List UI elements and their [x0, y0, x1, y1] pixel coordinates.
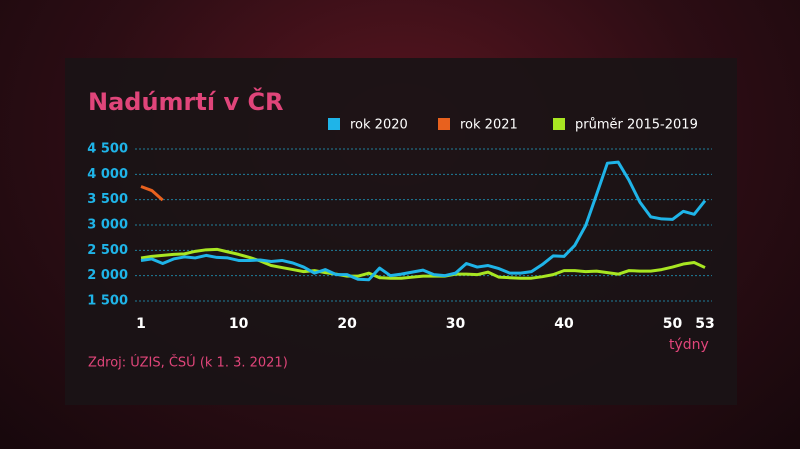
x-tick-label: 1 — [136, 316, 146, 332]
y-tick-label: 1 500 — [87, 294, 128, 309]
series-line — [140, 247, 706, 280]
y-tick-label: 4 000 — [87, 167, 128, 182]
x-tick-label: 10 — [229, 316, 249, 332]
y-tick-label: 2 000 — [87, 268, 128, 283]
x-tick-label: 50 — [663, 316, 683, 332]
legend-swatch — [438, 118, 450, 130]
legend-swatch — [553, 118, 565, 130]
y-tick-label: 3 500 — [87, 192, 128, 207]
series-line — [140, 160, 707, 282]
source: Zdroj: ÚZIS, ČSÚ (k 1. 3. 2021) — [88, 355, 288, 371]
x-tick-label: 30 — [446, 316, 466, 332]
x-tick-label: 20 — [337, 316, 357, 332]
x-tick-label: 40 — [554, 316, 574, 332]
y-tick-label: 2 500 — [87, 243, 128, 258]
series-line — [140, 185, 164, 202]
legend-swatch — [328, 118, 340, 130]
x-tick-label: 53 — [695, 316, 714, 332]
legend-label: průměr 2015-2019 — [575, 118, 698, 133]
panel — [65, 58, 737, 405]
legend-label: rok 2020 — [350, 118, 408, 133]
legend-label: rok 2021 — [460, 118, 518, 133]
y-tick-label: 3 000 — [87, 218, 128, 233]
y-tick-label: 4 500 — [87, 142, 128, 157]
x-axis-label: týdny — [669, 337, 709, 353]
chart-title: Nadúmrtí v ČR — [88, 86, 284, 116]
